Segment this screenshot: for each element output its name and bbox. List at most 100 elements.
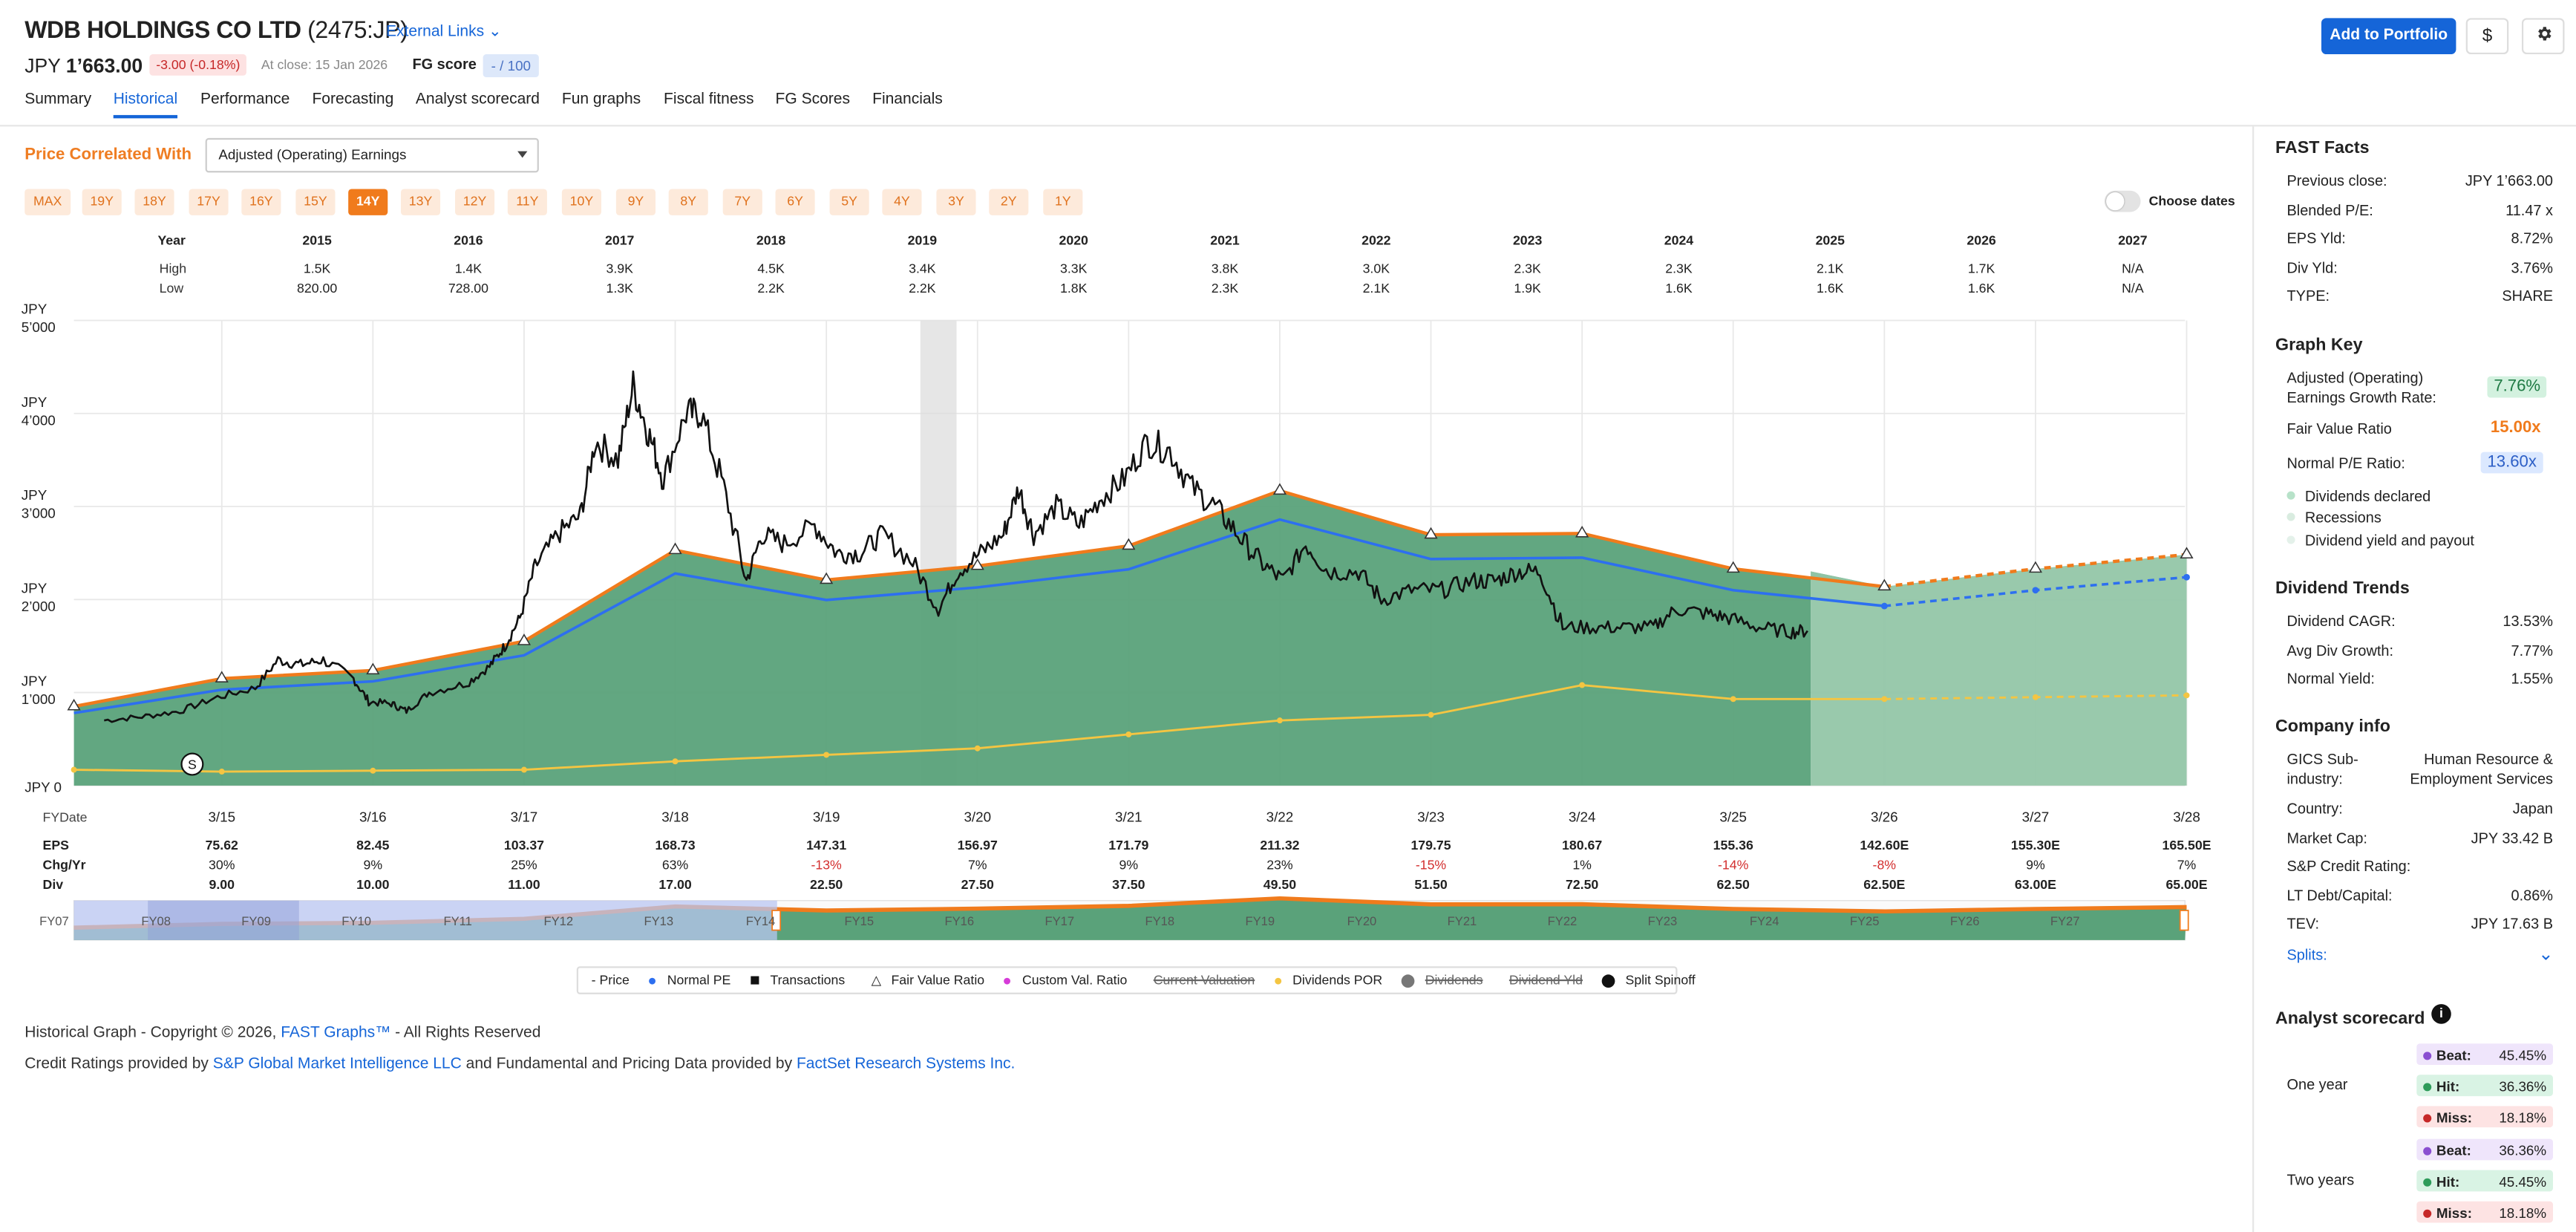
range-button-11y[interactable]: 11Y <box>507 189 547 215</box>
range-button-7y[interactable]: 7Y <box>722 189 762 215</box>
range-button-9y[interactable]: 9Y <box>615 189 656 215</box>
range-low: 2.1K <box>1362 281 1390 296</box>
legend-dividends-por[interactable]: Dividends POR <box>1274 973 1389 988</box>
range-button-12y[interactable]: 12Y <box>455 189 495 215</box>
range-button-16y[interactable]: 16Y <box>241 189 281 215</box>
tab-historical[interactable]: Historical <box>113 91 178 119</box>
range-button-3y[interactable]: 3Y <box>936 189 976 215</box>
y-tick-label: JPY <box>22 674 48 689</box>
legend-transactions[interactable]: Transactions <box>750 973 851 988</box>
info-icon[interactable]: i <box>2431 1004 2451 1024</box>
tab-analyst-scorecard[interactable]: Analyst scorecard <box>415 90 540 109</box>
key-dividends-declared[interactable]: Dividends declared <box>2286 488 2430 504</box>
legend-fair-value-ratio[interactable]: △ Fair Value Ratio <box>871 973 985 988</box>
key-dividend-yield[interactable]: Dividend yield and payout <box>2286 532 2474 549</box>
score-key-label: Miss: <box>2436 1108 2472 1125</box>
tab-performance[interactable]: Performance <box>200 90 290 109</box>
range-button-max[interactable]: MAX <box>24 189 71 215</box>
navigator-label: FY15 <box>844 914 874 928</box>
normal-pe-line <box>73 518 1885 714</box>
y-tick-label: JPY <box>22 580 48 596</box>
range-high: 2.3K <box>1665 261 1693 276</box>
row-value-eps: 142.60E <box>1860 838 1909 853</box>
range-button-14y[interactable]: 14Y <box>348 189 388 215</box>
x-date-label: 3/17 <box>511 809 538 825</box>
row-value-chg_yr: 7% <box>967 858 987 873</box>
score-value: 36.36% <box>2499 1141 2547 1158</box>
tab-fiscal-fitness[interactable]: Fiscal fitness <box>664 90 754 109</box>
two-years-label: Two years <box>2286 1171 2355 1188</box>
dividend-point <box>1881 696 1888 703</box>
range-button-18y[interactable]: 18Y <box>134 189 174 215</box>
splits-link[interactable]: Splits: <box>2286 946 2327 963</box>
range-button-17y[interactable]: 17Y <box>189 189 229 215</box>
x-date-label: 3/18 <box>661 809 689 825</box>
row-value-div: 49.50 <box>1263 877 1297 893</box>
range-button-5y[interactable]: 5Y <box>829 189 869 215</box>
row-value-chg_yr: -8% <box>1872 858 1897 873</box>
navigator-label: FY08 <box>141 914 171 928</box>
legend-normal-pe[interactable]: Normal PE <box>649 973 737 988</box>
fact-value: 13.53% <box>2503 613 2554 630</box>
range-button-10y[interactable]: 10Y <box>561 189 601 215</box>
choose-dates-toggle[interactable] <box>2104 190 2141 212</box>
fair-value-marker <box>517 633 532 645</box>
fair-value-marker <box>366 662 380 675</box>
legend-current-valuation[interactable]: Current Valuation <box>1153 973 1255 988</box>
range-button-1y[interactable]: 1Y <box>1043 189 1083 215</box>
chevron-down-icon[interactable]: ⌄ <box>2538 945 2554 965</box>
range-button-13y[interactable]: 13Y <box>400 189 441 215</box>
correlated-select[interactable]: Adjusted (Operating) Earnings <box>205 137 539 173</box>
external-links-label: External Links <box>386 22 485 42</box>
row-value-div: 10.00 <box>356 877 390 893</box>
sp-global-link[interactable]: S&P Global Market Intelligence LLC <box>212 1055 462 1074</box>
range-year: 2019 <box>907 233 938 249</box>
key-recessions[interactable]: Recessions <box>2286 509 2382 526</box>
legend-custom-val-ratio[interactable]: Custom Val. Ratio <box>1004 973 1134 988</box>
range-year: 2024 <box>1664 233 1694 249</box>
score-key: Hit: <box>2423 1173 2459 1189</box>
legend-dividends[interactable]: Dividends <box>1402 973 1490 988</box>
range-button-19y[interactable]: 19Y <box>82 189 122 215</box>
range-button-2y[interactable]: 2Y <box>989 189 1029 215</box>
caret-down-icon <box>517 151 528 158</box>
dot-icon <box>2286 535 2295 544</box>
tab-fun-graphs[interactable]: Fun graphs <box>561 90 641 109</box>
range-high: 1.7K <box>1967 261 1995 276</box>
at-close-text: At close: 15 Jan 2026 <box>261 57 388 73</box>
growth-rate-value: 7.76% <box>2487 376 2547 398</box>
fast-graphs-link[interactable]: FAST Graphs™ <box>281 1023 391 1043</box>
tab-fg-scores[interactable]: FG Scores <box>775 90 851 109</box>
legend-price[interactable]: - Price <box>591 973 630 988</box>
fact-label: Blended P/E: <box>2286 201 2373 218</box>
currency-button[interactable]: $ <box>2465 18 2509 55</box>
dividend-trend-row: Normal Yield: 1.55% <box>2286 671 2553 687</box>
tab-summary[interactable]: Summary <box>24 90 92 109</box>
score-key: Beat: <box>2423 1141 2471 1158</box>
fact-label: Previous close: <box>2286 172 2387 189</box>
external-links-dropdown[interactable]: External Links ⌄ <box>386 23 502 41</box>
score-key: Miss: <box>2423 1109 2472 1125</box>
factset-link[interactable]: FactSet Research Systems Inc. <box>796 1055 1016 1074</box>
range-button-4y[interactable]: 4Y <box>882 189 922 215</box>
x-date-label: 3/19 <box>813 809 840 825</box>
range-high: 2.1K <box>1817 261 1844 276</box>
range-button-15y[interactable]: 15Y <box>295 189 336 215</box>
settings-button[interactable] <box>2521 18 2565 55</box>
legend-split-spinoff[interactable]: Split Spinoff <box>1602 973 1702 988</box>
tab-forecasting[interactable]: Forecasting <box>312 90 394 109</box>
add-to-portfolio-button[interactable]: Add to Portfolio <box>2321 18 2456 55</box>
range-button-8y[interactable]: 8Y <box>668 189 708 215</box>
dot-icon <box>1004 977 1011 984</box>
fact-value: JPY 1’663.00 <box>2465 172 2554 189</box>
navigator-label: FY16 <box>944 914 974 928</box>
legend-dividend-yld[interactable]: Dividend Yld <box>1508 973 1583 988</box>
fair-value-marker <box>1726 561 1740 573</box>
score-two-hit: Hit: 45.45% <box>2416 1170 2554 1192</box>
dot-icon <box>2423 1051 2432 1060</box>
range-low: 1.3K <box>606 281 633 296</box>
tab-financials[interactable]: Financials <box>872 90 943 109</box>
range-high: 2.3K <box>1514 261 1541 276</box>
range-button-6y[interactable]: 6Y <box>775 189 815 215</box>
x-date-label: 3/24 <box>1569 809 1596 825</box>
